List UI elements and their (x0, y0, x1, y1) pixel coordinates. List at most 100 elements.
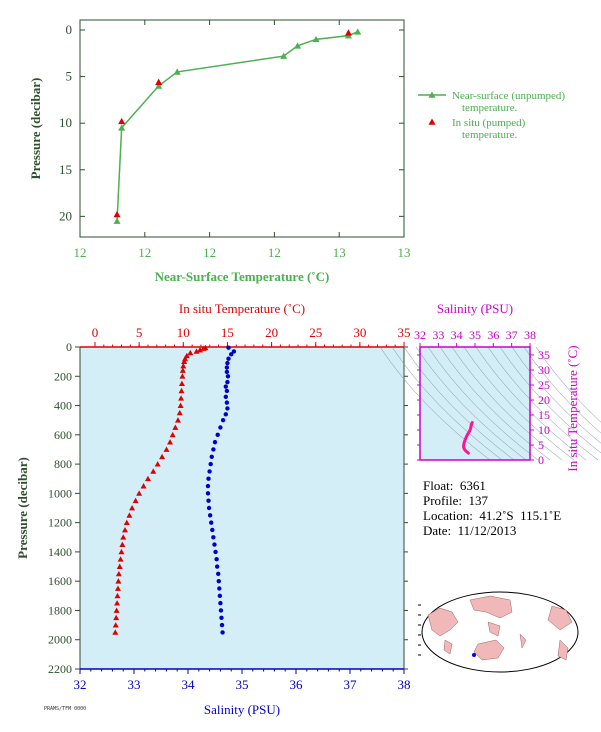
world-map (418, 591, 579, 673)
top-x-tick-label: 12 (138, 245, 151, 260)
salinity-tick-label: 35 (236, 677, 249, 692)
salinity-point (205, 491, 211, 496)
pressure-tick-label: 200 (54, 369, 72, 383)
map-land (519, 633, 527, 649)
insitu-temp-point (169, 431, 176, 438)
top-y-tick-label: 20 (59, 208, 72, 223)
pressure-tick-label: 600 (54, 428, 72, 442)
density-contour (439, 346, 551, 461)
near-surface-point (118, 124, 126, 131)
insitu-temp-point (172, 424, 179, 430)
top-y-tick-label: 5 (66, 69, 73, 84)
temp-tick-label: 5 (136, 325, 143, 340)
salinity-point (220, 630, 225, 635)
pressure-tick-label: 1200 (48, 516, 72, 530)
salinity-point (206, 476, 211, 481)
float-location: Location: 41.2˚S 115.1˚E (423, 508, 562, 523)
density-contour (415, 346, 527, 461)
pressure-tick-label: 800 (54, 457, 72, 471)
salinity-point (206, 505, 212, 511)
density-contour (451, 346, 563, 461)
float-location-marker (472, 653, 476, 657)
pressure-tick-label: 1400 (48, 545, 72, 559)
ts-temp-tick-label: 30 (538, 363, 550, 377)
legend-near-surface-marker (428, 91, 436, 98)
insitu-temp-point (112, 622, 119, 628)
density-contour (475, 346, 587, 461)
map-land (473, 639, 505, 661)
insitu-temp-point (179, 367, 186, 373)
top-plot-frame (79, 19, 405, 238)
density-contour (499, 346, 601, 454)
density-contour (535, 346, 601, 423)
salinity-point (223, 412, 228, 417)
salinity-point (226, 345, 231, 350)
salinity-point (205, 483, 211, 489)
salinity-tick-label: 38 (398, 677, 411, 692)
density-contour (427, 346, 539, 461)
salinity-tick-label: 32 (74, 677, 87, 692)
salinity-point (218, 600, 223, 606)
salinity-point (220, 417, 226, 423)
insitu-temp-point (154, 461, 161, 467)
density-contour (403, 346, 515, 461)
insitu-point (113, 211, 121, 218)
ts-salinity-tick-label: 34 (451, 328, 463, 342)
insitu-temp-point (180, 363, 187, 369)
insitu-point (155, 78, 163, 85)
salinity-point (209, 454, 214, 459)
ts-temp-tick-label: 0 (538, 453, 544, 467)
salinity-point (225, 406, 230, 411)
salinity-point (217, 593, 223, 599)
near-surface-point (155, 82, 163, 89)
salinity-point (211, 535, 216, 540)
ts-temp-tick-label: 25 (538, 378, 550, 392)
temp-tick-label: 30 (353, 325, 366, 340)
insitu-temp-point (144, 475, 151, 482)
ts-salinity-tick-label: 38 (524, 328, 536, 342)
salinity-point (224, 369, 230, 375)
insitu-temp-point (140, 483, 147, 489)
insitu-temp-point (119, 541, 126, 547)
salinity-point (225, 360, 230, 366)
footer-code: PRAMS/TFM 0000 (44, 706, 87, 712)
salinity-point (214, 557, 219, 562)
temp-tick-label: 10 (177, 325, 190, 340)
salinity-point (226, 356, 231, 361)
ts-plot-area (419, 346, 531, 461)
insitu-temp-point (114, 592, 121, 599)
pressure-tick-label: 2200 (48, 662, 72, 676)
salinity-tick-label: 37 (344, 677, 358, 692)
salinity-point (219, 615, 224, 620)
insitu-temp-point (118, 548, 125, 555)
profile-y-axis-label: Pressure (decibar) (15, 457, 30, 559)
salinity-point (211, 447, 216, 452)
ts-salinity-tick-label: 32 (414, 328, 426, 342)
salinity-tick-label: 34 (182, 677, 196, 692)
legend-near-surface-label-2: temperature. (462, 102, 518, 114)
insitu-temp-point (112, 629, 119, 635)
salinity-point (214, 564, 220, 569)
pressure-tick-label: 1000 (48, 486, 72, 500)
profile-number: Profile: 137 (423, 493, 488, 508)
salinity-point (215, 432, 220, 438)
top-x-tick-label: 12 (268, 245, 281, 260)
ts-temp-tick-label: 10 (538, 423, 550, 437)
ts-temp-tick-label: 15 (538, 408, 550, 422)
insitu-temp-point (176, 409, 183, 416)
insitu-temp-point (200, 345, 207, 351)
map-land (427, 607, 459, 637)
insitu-temp-point (126, 512, 133, 518)
ts-temp-tick-label: 20 (538, 393, 550, 407)
density-contour (379, 346, 491, 461)
salinity-point (207, 513, 213, 518)
insitu-temp-point (115, 570, 122, 577)
map-land (487, 621, 501, 637)
legend-insitu-label-2: temperature. (462, 129, 518, 141)
near-surface-point (294, 42, 302, 49)
legend-near-surface-label: Near-surface (unpumped) (452, 90, 565, 102)
insitu-temp-point (150, 468, 157, 474)
density-contour (463, 346, 575, 461)
insitu-temp-point (123, 519, 130, 526)
ts-salinity-tick-label: 36 (487, 328, 499, 342)
